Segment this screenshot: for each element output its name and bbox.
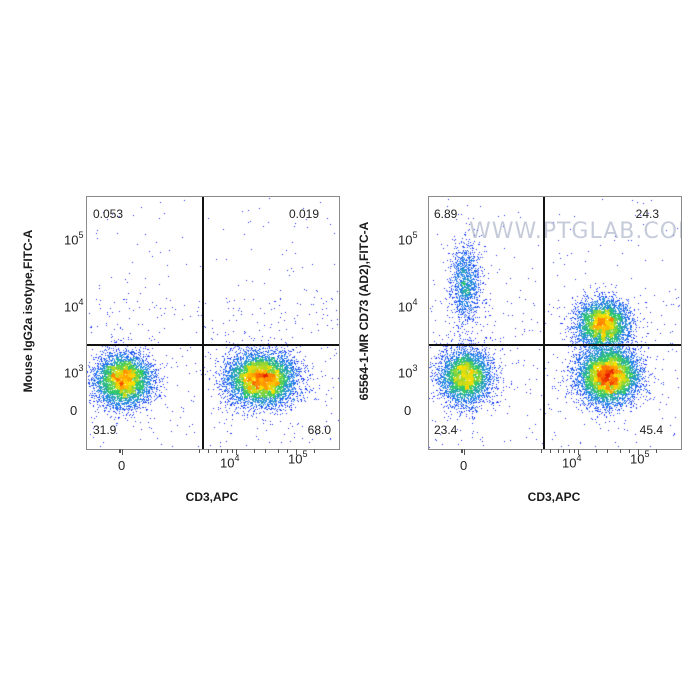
x-tick-mark [286, 449, 288, 453]
x-tick-mark [231, 449, 233, 453]
x-tick-mark [227, 449, 229, 453]
x-tick-mark [464, 449, 465, 455]
x-tick-mark [656, 449, 658, 453]
left-quadrant-top-left: 0.053 [93, 207, 124, 221]
x-tick-mark [221, 449, 223, 453]
x-tick-mark [569, 449, 571, 453]
x-tick-mark [254, 449, 256, 453]
x-tick-mark [264, 449, 266, 453]
x-tick-mark [462, 449, 464, 453]
left-y-tick-1e5: 105 [64, 230, 84, 248]
right-y-axis-title: 65564-1-MR CD73 (AD2),FITC-A [357, 221, 371, 401]
x-tick-mark [638, 449, 639, 455]
right-gate-horizontal [429, 344, 681, 346]
right-y-tick-1e3: 103 [398, 363, 418, 381]
x-tick-mark [549, 449, 551, 453]
left-quadrant-top-right: 0.019 [288, 207, 319, 221]
x-tick-mark [122, 449, 123, 455]
right-quadrant-bottom-left: 23.4 [434, 423, 458, 437]
right-x-tick-0: 0 [460, 458, 468, 473]
right-plot-area: WWW.PTGLAB.COM 6.89 24.3 23.4 45.4 [428, 196, 682, 450]
x-tick-mark [596, 449, 598, 453]
right-y-tick-0: 0 [404, 403, 412, 418]
left-y-tick-1e4: 104 [64, 297, 84, 315]
right-quadrant-bottom-right: 45.4 [639, 423, 663, 437]
x-tick-mark [578, 449, 579, 455]
right-x-axis-title: CD3,APC [527, 490, 581, 504]
x-tick-mark [314, 449, 316, 453]
right-plot: WWW.PTGLAB.COM 6.89 24.3 23.4 45.4 105 1… [350, 0, 700, 520]
x-tick-mark [277, 449, 279, 453]
right-quadrant-top-left: 6.89 [434, 207, 458, 221]
left-x-tick-1e4: 104 [220, 453, 240, 471]
x-tick-mark [198, 449, 200, 453]
x-tick-mark [120, 449, 122, 453]
right-quadrant-top-right: 24.3 [635, 207, 659, 221]
x-tick-mark [540, 449, 542, 453]
left-quadrant-bottom-right: 68.0 [307, 423, 331, 437]
x-tick-mark [558, 449, 560, 453]
left-quadrant-bottom-left: 31.9 [93, 423, 117, 437]
x-tick-mark [207, 449, 209, 453]
x-tick-mark [296, 449, 297, 455]
x-tick-mark [619, 449, 621, 453]
x-tick-mark [118, 449, 120, 453]
left-x-tick-1e5: 105 [288, 449, 308, 467]
left-x-axis-title: CD3,APC [185, 490, 239, 504]
left-y-tick-1e3: 103 [64, 363, 84, 381]
x-tick-mark [563, 449, 565, 453]
x-tick-mark [216, 449, 218, 453]
left-x-tick-0: 0 [118, 458, 126, 473]
x-tick-mark [628, 449, 630, 453]
left-gate-horizontal [87, 344, 339, 346]
left-plot: 0.053 0.019 31.9 68.0 105 104 103 0 0 10… [0, 0, 350, 520]
watermark: WWW.PTGLAB.COM [469, 219, 682, 244]
x-tick-mark [606, 449, 608, 453]
right-gate-vertical [543, 197, 545, 449]
left-plot-area: 0.053 0.019 31.9 68.0 [86, 196, 340, 450]
left-gate-vertical [202, 197, 204, 449]
x-tick-mark [573, 449, 575, 453]
x-tick-mark [236, 449, 237, 455]
right-density-dots [429, 197, 681, 449]
left-density-dots [87, 197, 339, 449]
right-y-tick-1e4: 104 [398, 297, 418, 315]
x-tick-mark [460, 449, 462, 453]
right-x-tick-1e5: 105 [630, 449, 650, 467]
left-y-tick-0: 0 [70, 403, 78, 418]
left-y-axis-title: Mouse IgG2a isotype,FITC-A [21, 229, 35, 393]
right-y-tick-1e5: 105 [398, 230, 418, 248]
right-x-tick-1e4: 104 [562, 453, 582, 471]
